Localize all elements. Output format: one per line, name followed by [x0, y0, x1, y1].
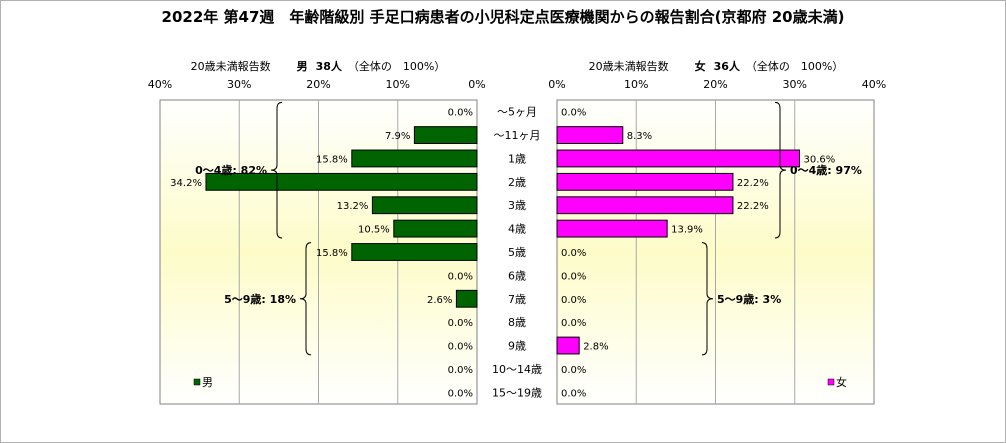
category-label: 15～19歳: [492, 386, 542, 399]
male-group-brace: [299, 242, 312, 356]
female-legend-label: 女: [836, 375, 847, 389]
female-group-brace: [774, 101, 787, 239]
female-value-label: 0.0%: [561, 365, 586, 376]
female-value-label: 0.0%: [561, 108, 586, 119]
male-value-label: 7.9%: [385, 131, 410, 142]
male-value-label: 34.2%: [170, 178, 202, 189]
female-group-brace: [701, 242, 714, 356]
female-value-label: 13.9%: [671, 225, 703, 236]
female-group-label: 5～9歳: 3%: [717, 292, 781, 306]
male-tick-label: 30%: [227, 78, 251, 91]
male-bar: [351, 149, 478, 168]
female-header-part: 20歳未満報告数: [589, 60, 669, 73]
male-value-label: 15.8%: [316, 154, 348, 165]
female-tick-label: 30%: [783, 78, 807, 91]
male-value-label: 2.6%: [427, 295, 452, 306]
female-tick-label: 40%: [862, 78, 886, 91]
male-value-label: 0.0%: [448, 271, 473, 282]
category-label: 9歳: [508, 340, 526, 353]
female-tick-label: 0%: [548, 78, 565, 91]
female-bar: [556, 336, 580, 355]
male-legend-swatch: [193, 378, 201, 386]
female-value-label: 0.0%: [561, 248, 586, 259]
female-value-label: 0.0%: [561, 271, 586, 282]
male-value-label: 0.0%: [448, 388, 473, 399]
female-bar: [556, 219, 668, 238]
female-header: 20歳未満報告数 女 36人 （全体の 100%）: [589, 59, 844, 73]
female-value-label: 30.6%: [804, 154, 836, 165]
category-label: ～5ヶ月: [497, 106, 537, 119]
male-header: 20歳未満報告数 男 38人 （全体の 100%）: [191, 59, 446, 73]
category-label: 1歳: [508, 152, 526, 165]
female-tick-label: 10%: [624, 78, 648, 91]
female-value-label: 22.2%: [737, 201, 769, 212]
category-label: 3歳: [508, 199, 526, 212]
male-header-part: 38人: [316, 59, 343, 73]
female-value-label: 0.0%: [561, 388, 586, 399]
male-bar: [455, 289, 478, 308]
male-group-label: 0～4歳: 82%: [195, 163, 267, 177]
female-value-label: 22.2%: [737, 178, 769, 189]
male-bar: [351, 243, 478, 261]
female-bar: [556, 149, 801, 168]
female-bar: [556, 126, 624, 144]
male-tick-label: 20%: [306, 78, 330, 91]
female-value-label: 8.3%: [627, 131, 652, 142]
male-tick-label: 0%: [468, 78, 485, 91]
male-tick-label: 10%: [386, 78, 410, 91]
category-label: 6歳: [508, 269, 526, 282]
category-label: ～11ヶ月: [494, 129, 541, 142]
male-value-label: 10.5%: [358, 225, 390, 236]
female-header-part: （全体の 100%）: [746, 59, 843, 73]
male-value-label: 0.0%: [448, 318, 473, 329]
male-bar: [205, 172, 478, 191]
male-legend-label: 男: [202, 376, 213, 389]
male-header-part: （全体の 100%）: [348, 59, 445, 73]
category-label: 4歳: [508, 223, 526, 236]
female-bar: [556, 172, 734, 191]
male-header-part: 男: [297, 60, 308, 73]
female-tick-label: 20%: [703, 78, 727, 91]
male-group-label: 5～9歳: 18%: [224, 292, 296, 306]
male-group-brace: [270, 101, 283, 239]
category-label: 2歳: [508, 176, 526, 189]
male-value-label: 13.2%: [337, 201, 369, 212]
category-label: 5歳: [508, 246, 526, 259]
chart-title: 2022年 第47週 年齢階級別 手足口病患者の小児科定点医療機関からの報告割合…: [162, 8, 845, 26]
male-bar: [371, 196, 478, 215]
female-header-part: 女: [695, 59, 706, 73]
category-label: 8歳: [508, 316, 526, 329]
male-value-label: 15.8%: [316, 248, 348, 259]
female-bar: [556, 196, 734, 215]
male-value-label: 0.0%: [448, 365, 473, 376]
male-value-label: 0.0%: [448, 108, 473, 119]
male-value-label: 0.0%: [448, 342, 473, 353]
female-value-label: 0.0%: [561, 295, 586, 306]
female-legend-swatch: [827, 378, 835, 386]
male-bar: [393, 219, 478, 238]
female-header-part: 36人: [714, 59, 741, 73]
category-label: 10～14歳: [492, 363, 542, 376]
category-label: 7歳: [508, 293, 526, 306]
female-group-label: 0～4歳: 97%: [790, 163, 862, 177]
female-value-label: 2.8%: [583, 342, 608, 353]
male-header-part: 20歳未満報告数: [191, 60, 271, 73]
female-value-label: 0.0%: [561, 318, 586, 329]
male-bar: [413, 126, 478, 144]
male-tick-label: 40%: [148, 78, 172, 91]
